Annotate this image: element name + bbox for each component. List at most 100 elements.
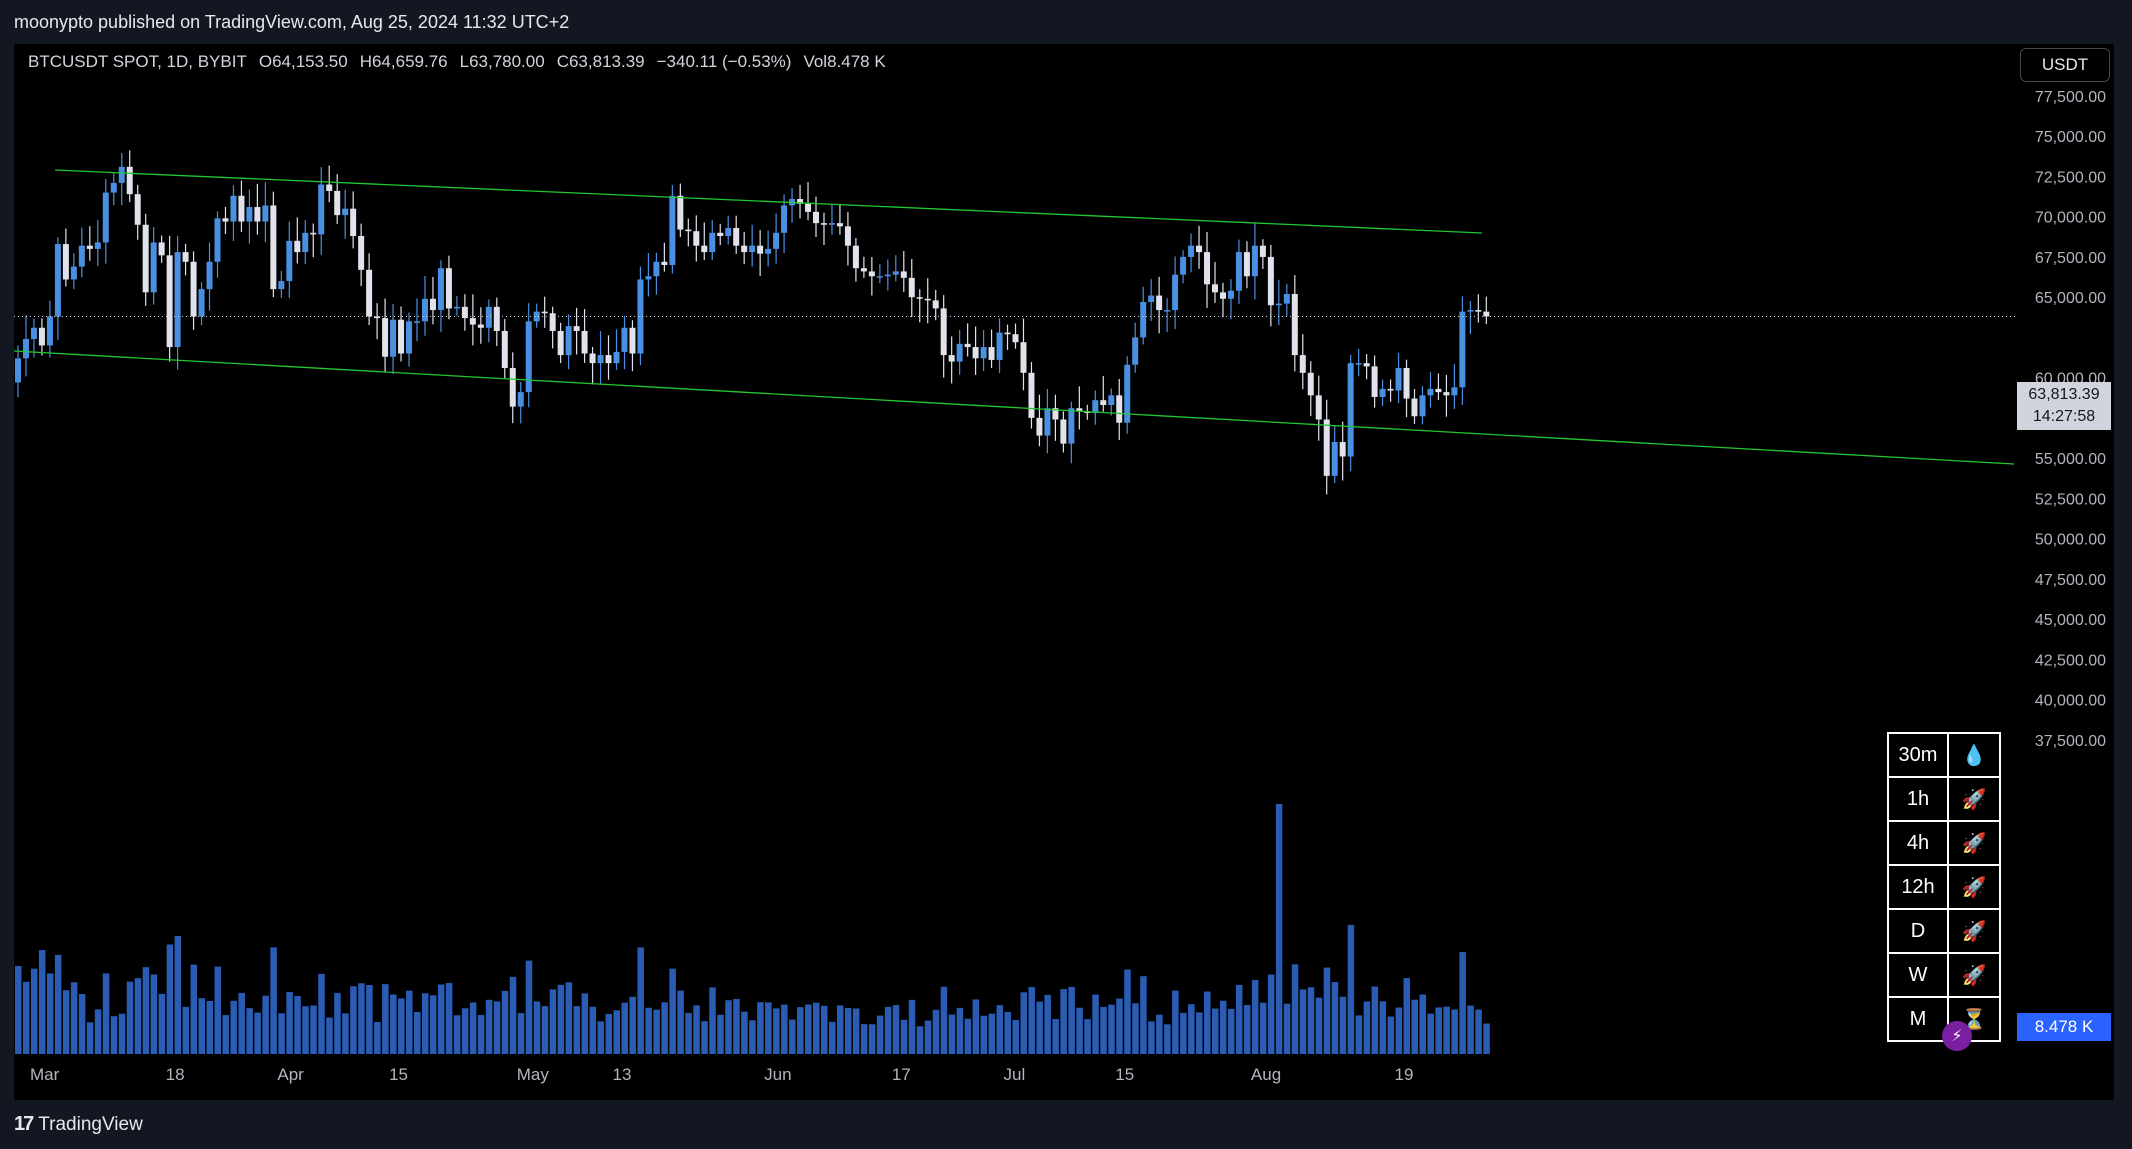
symbol-label[interactable]: BTCUSDT SPOT, 1D, BYBIT	[28, 52, 247, 71]
channel-upper-trendline[interactable]	[54, 169, 1483, 234]
candle-body[interactable]	[637, 279, 644, 354]
candle-body[interactable]	[605, 355, 612, 364]
candle-body[interactable]	[461, 306, 468, 319]
candle-body[interactable]	[94, 242, 101, 249]
candle-body[interactable]	[932, 300, 939, 309]
candle-body[interactable]	[988, 347, 995, 360]
candle-body[interactable]	[549, 313, 556, 331]
candle-body[interactable]	[717, 232, 724, 237]
candle-body[interactable]	[1148, 295, 1155, 303]
candle-body[interactable]	[310, 232, 317, 235]
candle-body[interactable]	[1411, 398, 1418, 417]
candle-body[interactable]	[972, 347, 979, 359]
candle-body[interactable]	[828, 223, 835, 225]
candle-body[interactable]	[509, 367, 516, 407]
candle-body[interactable]	[1419, 395, 1426, 417]
candle-body[interactable]	[1459, 311, 1466, 388]
candle-body[interactable]	[382, 318, 389, 357]
candle-body[interactable]	[1315, 395, 1322, 420]
candle-body[interactable]	[908, 277, 915, 298]
candle-body[interactable]	[693, 231, 700, 246]
candle-body[interactable]	[1036, 417, 1043, 436]
candle-body[interactable]	[1243, 252, 1250, 277]
candle-body[interactable]	[1219, 292, 1226, 299]
candle-body[interactable]	[501, 330, 508, 368]
candle-body[interactable]	[701, 245, 708, 253]
candle-body[interactable]	[1100, 400, 1107, 406]
candle-body[interactable]	[142, 224, 149, 293]
candle-body[interactable]	[725, 227, 732, 237]
candle-body[interactable]	[773, 232, 780, 249]
candle-body[interactable]	[150, 242, 157, 293]
candle-body[interactable]	[781, 205, 788, 233]
candle-body[interactable]	[1435, 388, 1442, 393]
candle-body[interactable]	[757, 245, 764, 254]
candle-body[interactable]	[406, 321, 413, 354]
candle-body[interactable]	[214, 218, 221, 262]
candle-body[interactable]	[366, 269, 373, 317]
candle-body[interactable]	[1323, 419, 1330, 476]
candle-body[interactable]	[182, 252, 189, 262]
candle-body[interactable]	[573, 326, 580, 331]
candle-body[interactable]	[22, 339, 29, 359]
candle-body[interactable]	[469, 318, 476, 325]
candle-body[interactable]	[38, 327, 45, 346]
candle-body[interactable]	[1116, 395, 1123, 423]
candle-body[interactable]	[1060, 419, 1067, 444]
candle-body[interactable]	[1259, 245, 1266, 257]
candle-body[interactable]	[797, 199, 804, 204]
candle-body[interactable]	[1068, 408, 1075, 444]
candle-body[interactable]	[485, 306, 492, 328]
candle-body[interactable]	[749, 245, 756, 253]
candle-body[interactable]	[1076, 408, 1083, 412]
candle-body[interactable]	[629, 327, 636, 354]
candle-body[interactable]	[741, 245, 748, 253]
candle-body[interactable]	[1140, 302, 1147, 338]
candle-body[interactable]	[517, 392, 524, 407]
candle-body[interactable]	[1108, 395, 1115, 406]
candle-body[interactable]	[1196, 245, 1203, 253]
candle-body[interactable]	[533, 311, 540, 322]
candle-body[interactable]	[334, 190, 341, 216]
candle-body[interactable]	[1291, 293, 1298, 356]
candle-body[interactable]	[541, 311, 548, 314]
candle-body[interactable]	[677, 195, 684, 230]
candle-body[interactable]	[1443, 392, 1450, 396]
candle-body[interactable]	[844, 226, 851, 246]
candle-body[interactable]	[206, 261, 213, 290]
candle-body[interactable]	[1004, 332, 1011, 335]
candle-body[interactable]	[996, 332, 1003, 360]
candle-body[interactable]	[940, 308, 947, 356]
candle-body[interactable]	[70, 266, 77, 280]
candle-body[interactable]	[1371, 366, 1378, 397]
candle-body[interactable]	[1172, 274, 1179, 311]
candle-body[interactable]	[174, 252, 181, 348]
candle-body[interactable]	[1227, 290, 1234, 299]
candle-body[interactable]	[126, 166, 133, 195]
channel-lower-trendline[interactable]	[14, 350, 2015, 465]
candle-body[interactable]	[1355, 363, 1362, 365]
candle-body[interactable]	[852, 245, 859, 269]
candle-body[interactable]	[134, 194, 141, 225]
candle-body[interactable]	[1451, 387, 1458, 396]
candle-body[interactable]	[238, 195, 245, 222]
candle-body[interactable]	[1251, 245, 1258, 277]
candle-body[interactable]	[102, 192, 109, 243]
candle-body[interactable]	[437, 268, 444, 311]
chart-pane[interactable]	[14, 44, 2114, 1100]
candle-body[interactable]	[669, 195, 676, 265]
candle-body[interactable]	[190, 261, 197, 317]
candle-body[interactable]	[980, 347, 987, 359]
tradingview-logo-icon[interactable]: 17	[14, 1113, 34, 1135]
candle-body[interactable]	[860, 268, 867, 272]
candle-body[interactable]	[342, 208, 349, 216]
candle-body[interactable]	[62, 244, 69, 280]
candle-body[interactable]	[1331, 442, 1338, 476]
candle-body[interactable]	[270, 205, 277, 290]
candle-body[interactable]	[15, 358, 21, 383]
candle-body[interactable]	[1188, 245, 1195, 257]
candle-body[interactable]	[445, 268, 452, 309]
candle-body[interactable]	[924, 298, 931, 301]
candle-body[interactable]	[350, 208, 357, 237]
candle-body[interactable]	[1379, 388, 1386, 397]
